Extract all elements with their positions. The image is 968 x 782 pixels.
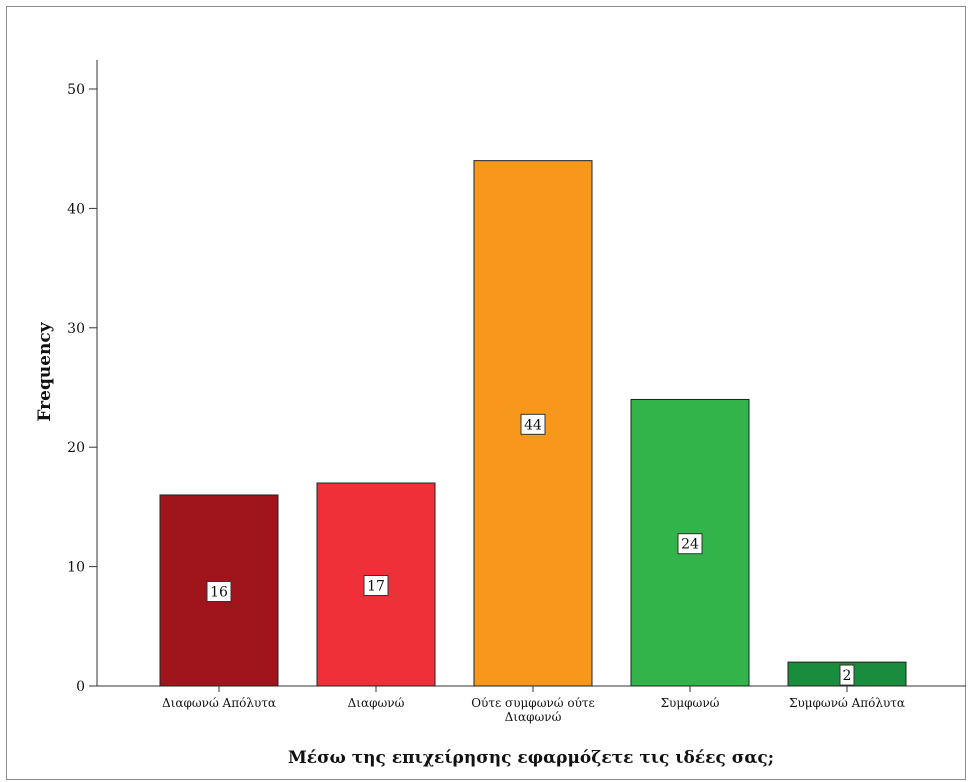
x-axis-label: Μέσω της επιχείρησης εφαρμόζετε τις ιδέε… xyxy=(288,748,774,768)
data-label-box xyxy=(520,413,546,435)
y-tick-label: 0 xyxy=(76,679,85,695)
y-tick-label: 30 xyxy=(67,321,85,337)
x-tick-label: Ούτε συμφωνώ ούτε Διαφωνώ xyxy=(471,696,595,724)
x-tick-label: Συμφωνώ Απόλυτα xyxy=(789,696,905,710)
y-tick-label: 10 xyxy=(67,560,85,576)
y-tick-label: 20 xyxy=(67,440,85,456)
data-label: 2 xyxy=(843,668,852,684)
x-tick-label: Συμφωνώ xyxy=(661,696,720,710)
y-tick-label: 40 xyxy=(67,201,85,217)
x-tick-label: Διαφωνώ Απόλυτα xyxy=(162,696,276,710)
x-tick-label: Διαφωνώ xyxy=(348,696,405,710)
data-label: 44 xyxy=(524,417,542,433)
data-label-box xyxy=(206,580,232,602)
y-axis-label: Frequency xyxy=(35,321,55,421)
data-label-box xyxy=(677,533,703,555)
data-label-box xyxy=(363,575,389,597)
data-label: 24 xyxy=(681,537,699,553)
data-label: 17 xyxy=(367,579,385,595)
y-tick-label: 50 xyxy=(67,82,85,98)
data-label-box xyxy=(839,664,855,686)
data-label: 16 xyxy=(210,584,228,600)
